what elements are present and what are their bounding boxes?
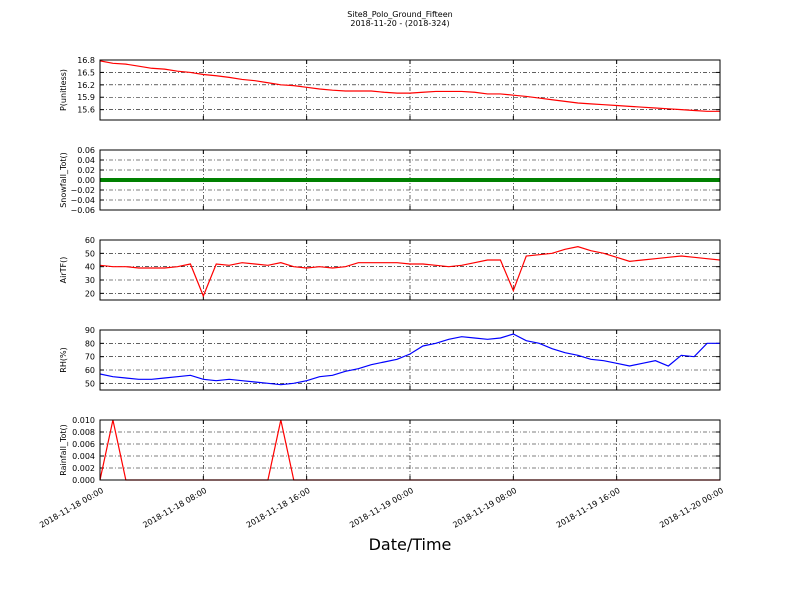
y-tick-label: 0.04 (77, 156, 95, 165)
y-tick-label: 15.9 (77, 93, 95, 102)
y-tick-label: 0.004 (72, 452, 95, 461)
x-tick-label: 2018-11-20 00:00 (658, 486, 725, 530)
y-tick-label: −0.06 (70, 206, 95, 215)
axes-frame (99, 239, 721, 301)
y-tick-label: 0.008 (72, 428, 95, 437)
y-tick-label: 16.8 (77, 56, 95, 65)
y-tick-label: 80 (85, 339, 95, 348)
y-tick-label: 16.2 (77, 81, 95, 90)
data-line (100, 333, 720, 386)
figure-subtitle: 2018-11-20 - (2018-324) (350, 19, 449, 28)
y-axis-label: Snowfall_Tot() (59, 152, 68, 208)
y-tick-label: 60 (85, 236, 95, 245)
y-tick-label: 0.00 (77, 176, 95, 185)
y-tick-label: 0.006 (72, 440, 95, 449)
axes-frame (99, 419, 721, 481)
axes-frame (99, 149, 721, 211)
data-line (100, 60, 720, 112)
y-tick-label: 70 (85, 353, 95, 362)
y-tick-label: 30 (85, 276, 95, 285)
y-tick-label: 0.002 (72, 464, 95, 473)
y-tick-label: −0.04 (70, 196, 95, 205)
x-tick-label: 2018-11-18 08:00 (141, 486, 208, 530)
x-tick-label: 2018-11-19 16:00 (555, 486, 622, 530)
data-line (100, 246, 720, 298)
y-tick-label: 0.02 (77, 166, 95, 175)
y-tick-label: 50 (85, 249, 95, 258)
y-tick-label: 50 (85, 379, 95, 388)
y-tick-label: 0.06 (77, 146, 95, 155)
y-axis-label: Rainfall_Tot() (59, 424, 68, 476)
y-tick-label: 15.6 (77, 106, 95, 115)
y-tick-label: −0.02 (70, 186, 95, 195)
y-tick-label: 0.000 (72, 476, 95, 485)
x-tick-label: 2018-11-19 00:00 (348, 486, 415, 530)
x-tick-label: 2018-11-18 00:00 (38, 486, 105, 530)
y-tick-label: 90 (85, 326, 95, 335)
y-axis-label: RH(%) (59, 347, 68, 372)
x-axis-label: Date/Time (369, 535, 452, 554)
y-tick-label: 0.010 (72, 416, 95, 425)
axes-frame (99, 329, 721, 391)
y-tick-label: 16.5 (77, 68, 95, 77)
y-axis-label: P(unitless) (59, 69, 68, 111)
y-tick-label: 20 (85, 289, 95, 298)
y-tick-label: 60 (85, 366, 95, 375)
y-axis-label: AirTF() (59, 257, 68, 284)
y-tick-label: 40 (85, 263, 95, 272)
x-tick-label: 2018-11-18 16:00 (245, 486, 312, 530)
axes-frame (99, 59, 721, 121)
x-tick-label: 2018-11-19 08:00 (451, 486, 518, 530)
figure-title: Site8_Polo_Ground_Fifteen (347, 10, 452, 19)
